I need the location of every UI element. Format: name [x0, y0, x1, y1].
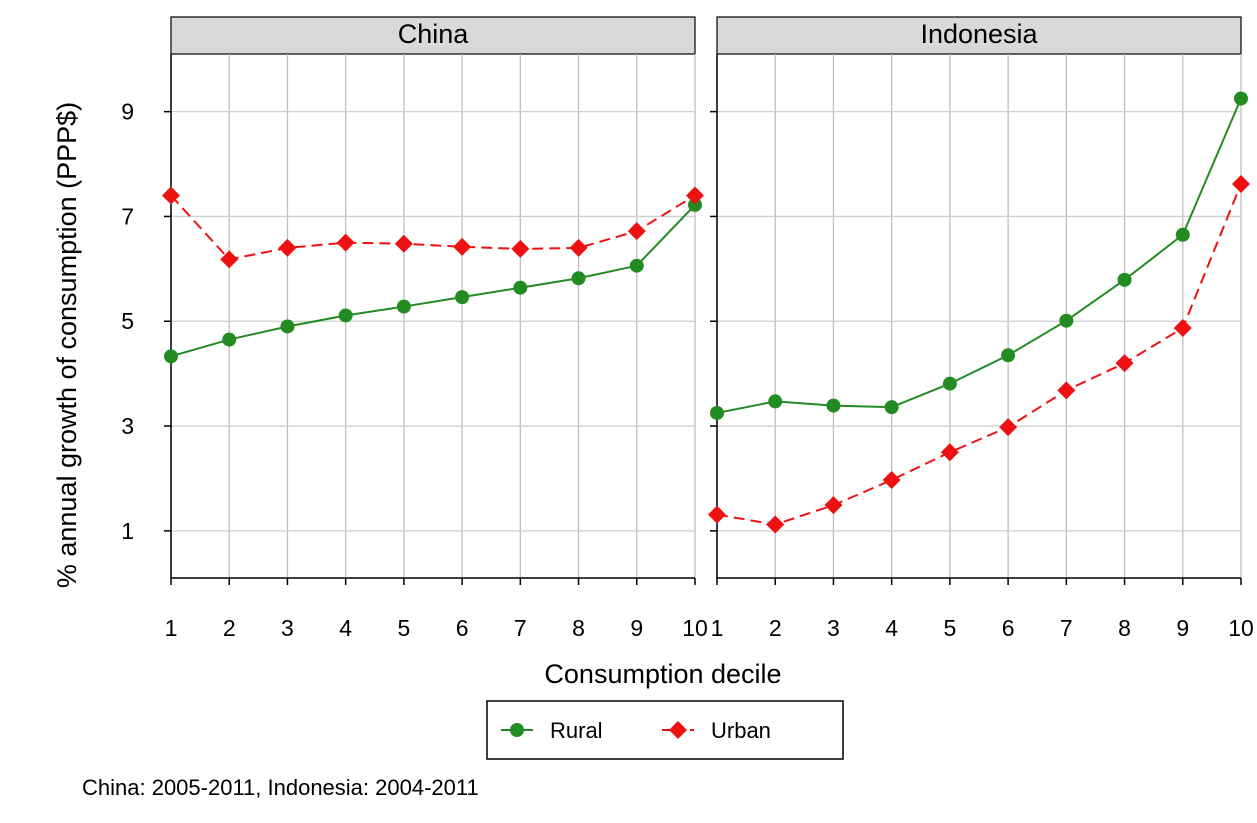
legend-rural-marker [510, 723, 524, 737]
indonesia-x-tick-label-1: 1 [711, 615, 724, 641]
china-rural-point-4 [338, 308, 353, 323]
china-strip [170, 16, 696, 55]
china-x-tick-label-8: 8 [572, 615, 585, 641]
indonesia-urban-point-9 [1173, 319, 1192, 338]
china-rural-point-10 [688, 197, 702, 212]
china-x-tick-label-10: 10 [682, 615, 708, 641]
y-tick-label-9: 9 [121, 99, 134, 125]
indonesia-x-tick-label-9: 9 [1176, 615, 1189, 641]
indonesia-urban-point-3 [824, 496, 843, 515]
china-rural-point-9 [629, 258, 644, 273]
china-rural-point-7 [513, 280, 528, 295]
indonesia-rural-point-2 [768, 394, 783, 409]
china-rural-point-5 [396, 299, 411, 314]
indonesia-urban-point-1 [708, 505, 726, 524]
china-urban-point-1 [162, 186, 180, 205]
indonesia-rural-point-6 [1001, 348, 1016, 363]
indonesia-rural-point-4 [884, 400, 899, 415]
indonesia-urban-point-10 [1232, 174, 1250, 193]
indonesia-urban-point-4 [882, 471, 901, 490]
indonesia-strip [716, 16, 1242, 55]
china-x-tick-label-7: 7 [514, 615, 527, 641]
indonesia-rural-point-8 [1117, 272, 1132, 287]
indonesia-rural-point-1 [710, 405, 724, 420]
china-rural-line [170, 204, 696, 358]
china-urban-point-4 [336, 233, 355, 252]
indonesia-rural-point-3 [826, 398, 841, 413]
y-tick-label-5: 5 [121, 308, 134, 334]
china-rural-point-8 [571, 271, 586, 286]
china-x-tick-label-6: 6 [456, 615, 469, 641]
legend-urban-marker [669, 721, 687, 739]
y-tick-label-3: 3 [121, 413, 134, 439]
indonesia-urban-point-6 [999, 418, 1018, 437]
legend: Rural Urban [486, 700, 844, 760]
china-urban-line [170, 194, 696, 261]
indonesia-x-tick-label-3: 3 [827, 615, 840, 641]
china-urban-point-9 [627, 222, 646, 241]
indonesia-rural-point-7 [1059, 313, 1074, 328]
china-x-tick-label-2: 2 [223, 615, 236, 641]
china-urban-point-7 [511, 239, 530, 258]
footnote: China: 2005-2011, Indonesia: 2004-2011 [82, 775, 479, 800]
y-tick-label-7: 7 [121, 203, 134, 229]
y-tick-label-1: 1 [121, 518, 134, 544]
china-urban-point-8 [569, 238, 588, 257]
indonesia-x-tick-label-10: 10 [1228, 615, 1254, 641]
china-x-tick-label-5: 5 [397, 615, 410, 641]
china-strip-title: China [398, 19, 470, 49]
legend-rural-label: Rural [550, 718, 603, 743]
indonesia-x-tick-label-5: 5 [943, 615, 956, 641]
china-urban-point-6 [453, 237, 472, 256]
indonesia-x-tick-label-6: 6 [1002, 615, 1015, 641]
indonesia-urban-point-8 [1115, 354, 1134, 373]
china-x-tick-label-1: 1 [165, 615, 178, 641]
indonesia-urban-point-5 [940, 443, 959, 462]
indonesia-rural-point-5 [942, 376, 957, 391]
china-urban-point-5 [394, 234, 413, 253]
china-x-tick-label-3: 3 [281, 615, 294, 641]
china-urban-point-10 [686, 186, 704, 205]
indonesia-x-tick-label-7: 7 [1060, 615, 1073, 641]
indonesia-x-tick-label-4: 4 [885, 615, 898, 641]
indonesia-strip-title: Indonesia [920, 19, 1038, 49]
china-rural-point-6 [455, 290, 470, 305]
china-x-tick-label-4: 4 [339, 615, 352, 641]
china-x-tick-label-9: 9 [630, 615, 643, 641]
china-rural-point-2 [222, 332, 237, 347]
indonesia-rural-point-9 [1175, 227, 1190, 242]
indonesia-x-tick-label-2: 2 [769, 615, 782, 641]
indonesia-x-tick-label-8: 8 [1118, 615, 1131, 641]
china-urban-point-2 [220, 250, 239, 269]
indonesia-urban-point-2 [766, 515, 785, 534]
china-urban-point-3 [278, 238, 297, 257]
indonesia-urban-line [716, 183, 1242, 526]
china-rural-point-1 [164, 349, 178, 364]
indonesia-rural-point-10 [1234, 91, 1248, 106]
x-axis-title: Consumption decile [544, 659, 781, 689]
indonesia-urban-point-7 [1057, 381, 1076, 400]
indonesia-rural-line [716, 98, 1242, 414]
y-axis-title: % annual growth of consumption (PPP$) [52, 102, 82, 588]
legend-urban-label: Urban [711, 718, 771, 743]
china-rural-point-3 [280, 319, 295, 334]
